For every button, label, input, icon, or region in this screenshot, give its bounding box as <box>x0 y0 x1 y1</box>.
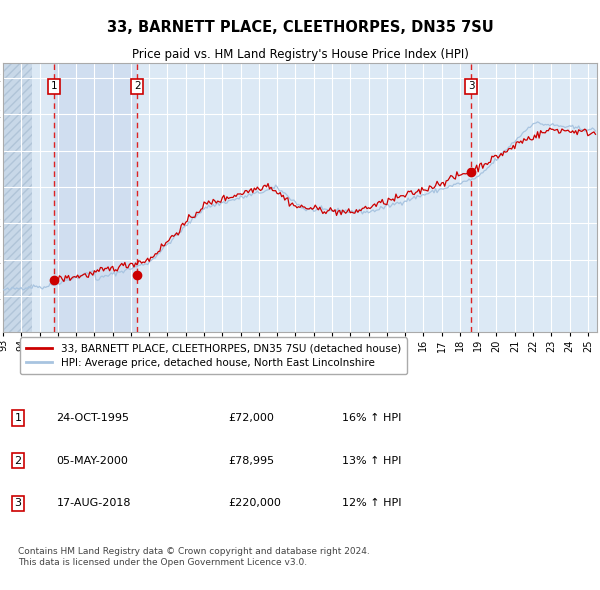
Text: 1: 1 <box>14 413 22 423</box>
Text: 2: 2 <box>134 81 140 91</box>
Text: Contains HM Land Registry data © Crown copyright and database right 2024.
This d: Contains HM Land Registry data © Crown c… <box>18 547 370 566</box>
Text: 05-MAY-2000: 05-MAY-2000 <box>56 455 128 466</box>
Text: 2: 2 <box>14 455 22 466</box>
Text: £78,995: £78,995 <box>229 455 275 466</box>
Text: 16% ↑ HPI: 16% ↑ HPI <box>341 413 401 423</box>
Text: 17-AUG-2018: 17-AUG-2018 <box>56 499 131 509</box>
Bar <box>3 63 32 332</box>
Text: Price paid vs. HM Land Registry's House Price Index (HPI): Price paid vs. HM Land Registry's House … <box>131 48 469 61</box>
Legend: 33, BARNETT PLACE, CLEETHORPES, DN35 7SU (detached house), HPI: Average price, d: 33, BARNETT PLACE, CLEETHORPES, DN35 7SU… <box>20 337 407 374</box>
Text: 13% ↑ HPI: 13% ↑ HPI <box>341 455 401 466</box>
Bar <box>55 63 137 332</box>
Text: 1: 1 <box>51 81 58 91</box>
Text: £220,000: £220,000 <box>229 499 281 509</box>
Text: £72,000: £72,000 <box>229 413 275 423</box>
Text: 12% ↑ HPI: 12% ↑ HPI <box>341 499 401 509</box>
Text: 3: 3 <box>468 81 475 91</box>
Text: 33, BARNETT PLACE, CLEETHORPES, DN35 7SU: 33, BARNETT PLACE, CLEETHORPES, DN35 7SU <box>107 19 493 35</box>
Text: 3: 3 <box>14 499 22 509</box>
Text: 24-OCT-1995: 24-OCT-1995 <box>56 413 130 423</box>
